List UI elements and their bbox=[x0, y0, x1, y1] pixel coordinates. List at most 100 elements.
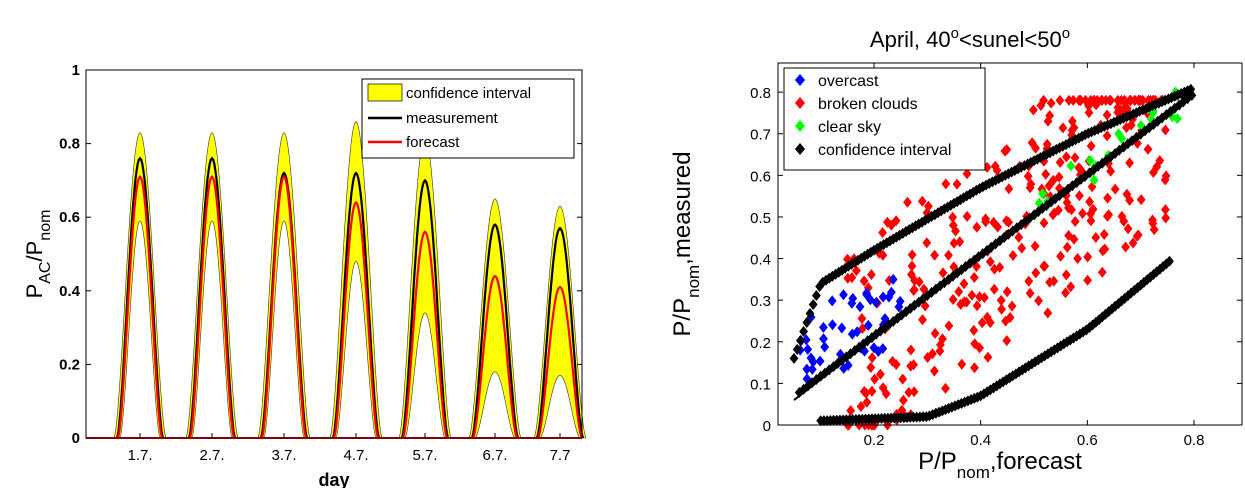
point-clear-sky bbox=[1038, 188, 1047, 200]
point-broken-clouds bbox=[1039, 155, 1049, 167]
point-broken-clouds bbox=[856, 401, 866, 412]
point-broken-clouds bbox=[1091, 99, 1101, 111]
point-broken-clouds bbox=[1088, 203, 1098, 215]
point-broken-clouds bbox=[907, 269, 916, 280]
point-broken-clouds bbox=[930, 249, 939, 261]
point-broken-clouds bbox=[1002, 335, 1012, 347]
point-overcast bbox=[852, 326, 862, 338]
point-broken-clouds bbox=[1132, 230, 1142, 242]
left-x-axis-label: day bbox=[318, 470, 349, 488]
point-overcast bbox=[839, 362, 849, 374]
point-broken-clouds bbox=[1017, 242, 1027, 254]
point-overcast bbox=[878, 291, 888, 303]
point-broken-clouds bbox=[955, 236, 965, 248]
point-broken-clouds bbox=[907, 249, 917, 261]
point-broken-clouds bbox=[1042, 138, 1052, 150]
point-broken-clouds bbox=[1161, 212, 1171, 224]
point-broken-clouds bbox=[949, 237, 959, 249]
point-confidence-lower bbox=[1062, 336, 1072, 348]
point-broken-clouds bbox=[962, 210, 972, 222]
point-broken-clouds bbox=[1134, 94, 1144, 106]
legend-marker-confidence bbox=[795, 143, 805, 155]
left-x-tick-label: 2.7. bbox=[199, 447, 224, 464]
forecast-curve-day-6 bbox=[471, 274, 519, 439]
point-confidence-lower bbox=[1059, 338, 1069, 350]
point-clear-sky bbox=[1085, 154, 1095, 166]
point-broken-clouds bbox=[1048, 209, 1058, 221]
point-broken-clouds bbox=[957, 358, 967, 370]
legend-label-measurement: measurement bbox=[406, 110, 499, 127]
point-broken-clouds bbox=[1119, 103, 1128, 115]
point-broken-clouds bbox=[1081, 94, 1090, 106]
point-broken-clouds bbox=[1055, 94, 1065, 106]
point-broken-clouds bbox=[1084, 107, 1094, 119]
point-broken-clouds bbox=[1031, 142, 1040, 154]
point-overcast bbox=[802, 363, 812, 375]
point-clear-sky bbox=[1114, 128, 1124, 140]
right-y-tick-label: 0.3 bbox=[750, 293, 771, 310]
point-broken-clouds bbox=[1099, 228, 1109, 240]
point-confidence-mid bbox=[1187, 89, 1197, 101]
point-confidence-upper bbox=[1023, 158, 1032, 170]
point-broken-clouds bbox=[959, 278, 969, 290]
point-broken-clouds bbox=[870, 373, 879, 385]
point-broken-clouds bbox=[922, 237, 932, 249]
point-broken-clouds bbox=[1070, 216, 1080, 227]
point-broken-clouds bbox=[1073, 253, 1082, 264]
point-overcast bbox=[839, 289, 848, 301]
point-broken-clouds bbox=[954, 286, 964, 298]
point-broken-clouds bbox=[852, 265, 861, 277]
point-broken-clouds bbox=[878, 227, 887, 239]
left-y-tick-label: 0.8 bbox=[59, 136, 80, 153]
point-broken-clouds bbox=[867, 269, 876, 281]
point-broken-clouds bbox=[1061, 269, 1071, 281]
point-broken-clouds bbox=[904, 386, 914, 398]
point-broken-clouds bbox=[1102, 130, 1112, 142]
left-chart: 0 0.2 0.4 0.6 0.8 1 1.7. 2.7. 3.7. 4.7. 5.7. 6.7. 7… bbox=[22, 62, 587, 488]
point-broken-clouds bbox=[1144, 94, 1153, 106]
point-confidence-lower bbox=[1078, 326, 1088, 338]
point-broken-clouds bbox=[993, 221, 1003, 233]
point-broken-clouds bbox=[1128, 237, 1138, 249]
point-broken-clouds bbox=[938, 333, 947, 345]
point-broken-clouds bbox=[1062, 151, 1071, 163]
point-broken-clouds bbox=[903, 196, 912, 208]
point-broken-clouds bbox=[1027, 137, 1037, 149]
point-broken-clouds bbox=[962, 168, 972, 180]
point-confidence-lower bbox=[1043, 348, 1053, 360]
point-confidence-lower bbox=[1126, 287, 1136, 299]
right-plot-frame bbox=[777, 62, 1243, 426]
point-overcast bbox=[855, 301, 865, 313]
left-y-tick-label: 0.6 bbox=[59, 209, 80, 226]
right-y-tick-label: 0.5 bbox=[750, 210, 771, 227]
point-confidence-lower bbox=[1027, 358, 1037, 370]
point-broken-clouds bbox=[1143, 143, 1153, 155]
left-marks bbox=[86, 121, 587, 439]
point-broken-clouds bbox=[1056, 250, 1065, 262]
point-overcast bbox=[828, 319, 837, 331]
point-broken-clouds bbox=[1097, 266, 1107, 278]
point-broken-clouds bbox=[995, 261, 1005, 273]
point-broken-clouds bbox=[1136, 194, 1146, 206]
point-overcast bbox=[888, 273, 898, 285]
forecast-curve-day-4 bbox=[332, 200, 380, 439]
point-clear-sky bbox=[1173, 113, 1182, 125]
point-broken-clouds bbox=[1034, 295, 1043, 307]
point-broken-clouds bbox=[1023, 170, 1033, 182]
point-broken-clouds bbox=[1025, 182, 1035, 194]
point-confidence-lower bbox=[1139, 276, 1149, 288]
point-broken-clouds bbox=[970, 362, 979, 374]
point-confidence-lower bbox=[1107, 303, 1117, 315]
point-overcast bbox=[837, 322, 847, 334]
point-broken-clouds bbox=[1036, 100, 1046, 111]
left-y-ticks: 0 0.2 0.4 0.6 0.8 1 bbox=[59, 62, 582, 447]
point-confidence-upper bbox=[1036, 152, 1045, 163]
point-broken-clouds bbox=[907, 260, 917, 272]
point-broken-clouds bbox=[1039, 217, 1049, 229]
measurement-curve-day-6 bbox=[470, 223, 520, 439]
point-broken-clouds bbox=[996, 294, 1006, 306]
point-broken-clouds bbox=[1064, 230, 1073, 241]
point-broken-clouds bbox=[1097, 94, 1107, 106]
point-broken-clouds bbox=[867, 352, 877, 364]
left-x-tick-label: 1.7. bbox=[127, 447, 152, 464]
